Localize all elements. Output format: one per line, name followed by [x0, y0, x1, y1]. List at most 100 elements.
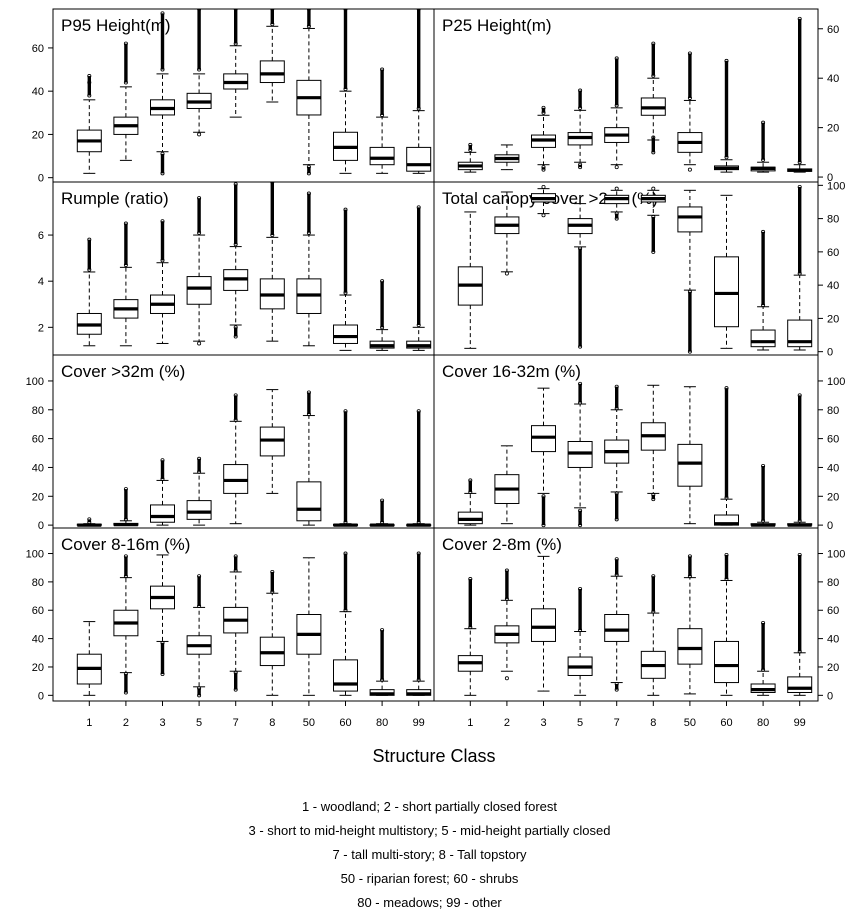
outlier-point	[197, 686, 202, 691]
outlier-point	[416, 205, 421, 210]
outlier-point	[233, 687, 238, 692]
x-tick-label: 3	[159, 717, 165, 729]
box-2	[494, 568, 520, 681]
outlier-point	[761, 518, 766, 523]
outlier-point	[306, 230, 311, 235]
outlier-point	[160, 171, 165, 176]
outlier-point	[614, 216, 619, 221]
box-2	[113, 221, 139, 347]
legend-line: 80 - meadows; 99 - other	[357, 895, 502, 910]
outlier-point	[578, 381, 583, 386]
box-2	[494, 445, 520, 525]
box-50	[677, 189, 703, 354]
box-5	[567, 381, 593, 528]
outlier-point	[724, 552, 729, 557]
legend-line: 3 - short to mid-height multistory; 5 - …	[248, 823, 611, 838]
outlier-point	[306, 24, 311, 29]
panel-5: Cover >32m (%) 0 20 40 60 80 100	[26, 354, 435, 532]
box-5	[567, 88, 593, 170]
box-8	[640, 574, 666, 696]
outlier-point	[160, 672, 165, 677]
x-tick-label: 50	[303, 717, 315, 729]
box-5	[186, 9, 212, 137]
iqr-box	[750, 329, 776, 348]
outlier-point	[197, 469, 202, 474]
outlier-point	[614, 517, 619, 522]
y-tick-label: 40	[827, 280, 839, 292]
outlier-point	[761, 621, 766, 626]
iqr-box	[369, 146, 395, 166]
y-tick-label: 100	[827, 549, 845, 561]
x-tick-label: 99	[413, 717, 425, 729]
x-axis-title: Structure Class	[372, 746, 495, 766]
outlier-point	[761, 229, 766, 234]
box-99	[406, 9, 432, 174]
panel-boxes	[76, 551, 432, 698]
outlier-point	[504, 568, 509, 573]
y-tick-label: 40	[32, 86, 44, 98]
outlier-point	[233, 393, 238, 398]
outlier-point	[541, 165, 546, 170]
outlier-point	[233, 334, 238, 339]
iqr-box	[677, 628, 703, 665]
iqr-box	[150, 504, 175, 523]
y-tick-label: 40	[32, 634, 44, 646]
outlier-point	[797, 649, 802, 654]
box-8	[640, 41, 666, 155]
outlier-point	[416, 106, 421, 111]
outlier-point	[541, 167, 546, 172]
box-80	[750, 621, 776, 696]
box-5	[567, 203, 593, 349]
outlier-point	[578, 508, 583, 513]
outlier-point	[614, 186, 619, 191]
outlier-point	[651, 609, 656, 614]
outlier-point	[197, 574, 202, 579]
outlier-point	[687, 554, 692, 559]
outlier-point	[687, 574, 692, 579]
box-8	[640, 186, 666, 254]
panel-frame	[433, 527, 819, 702]
y-tick-label: 40	[827, 462, 839, 474]
outlier-point	[687, 289, 692, 294]
box-99	[787, 552, 813, 696]
box-99	[406, 551, 432, 696]
outlier-point	[578, 246, 583, 251]
y-tick-label: 20	[827, 662, 839, 674]
iqr-box	[259, 60, 285, 84]
y-tick-label: 20	[827, 313, 839, 325]
outlier-point	[468, 142, 473, 147]
box-50	[296, 557, 322, 696]
outlier-point	[651, 249, 656, 254]
legend-line: 1 - woodland; 2 - short partially closed…	[301, 799, 558, 814]
box-3	[531, 387, 556, 528]
outlier-point	[197, 67, 202, 72]
y-tick-label: 20	[827, 123, 839, 135]
outlier-point	[197, 341, 202, 346]
iqr-box	[677, 206, 703, 233]
outlier-point	[687, 51, 692, 56]
outlier-point	[468, 577, 473, 582]
box-8	[640, 384, 666, 502]
panel-title: Cover 16-32m (%)	[442, 362, 581, 381]
outlier-point	[651, 73, 656, 78]
outlier-point	[614, 56, 619, 61]
outlier-point	[233, 182, 238, 187]
outlier-point	[306, 191, 311, 196]
y-tick-label: 20	[32, 491, 44, 503]
iqr-box	[714, 640, 739, 684]
outlier-point	[197, 230, 202, 235]
outlier-point	[724, 386, 729, 391]
outlier-point	[614, 687, 619, 692]
box-60	[714, 552, 739, 696]
outlier-point	[270, 569, 275, 574]
outlier-point	[761, 667, 766, 672]
outlier-point	[797, 184, 802, 189]
legend-line: 7 - tall multi-story; 8 - Tall topstory	[332, 847, 527, 862]
outlier-point	[761, 157, 766, 162]
outlier-point	[270, 182, 275, 184]
box-7	[223, 9, 249, 118]
outlier-point	[541, 213, 546, 218]
y-tick-label: 80	[32, 577, 44, 589]
